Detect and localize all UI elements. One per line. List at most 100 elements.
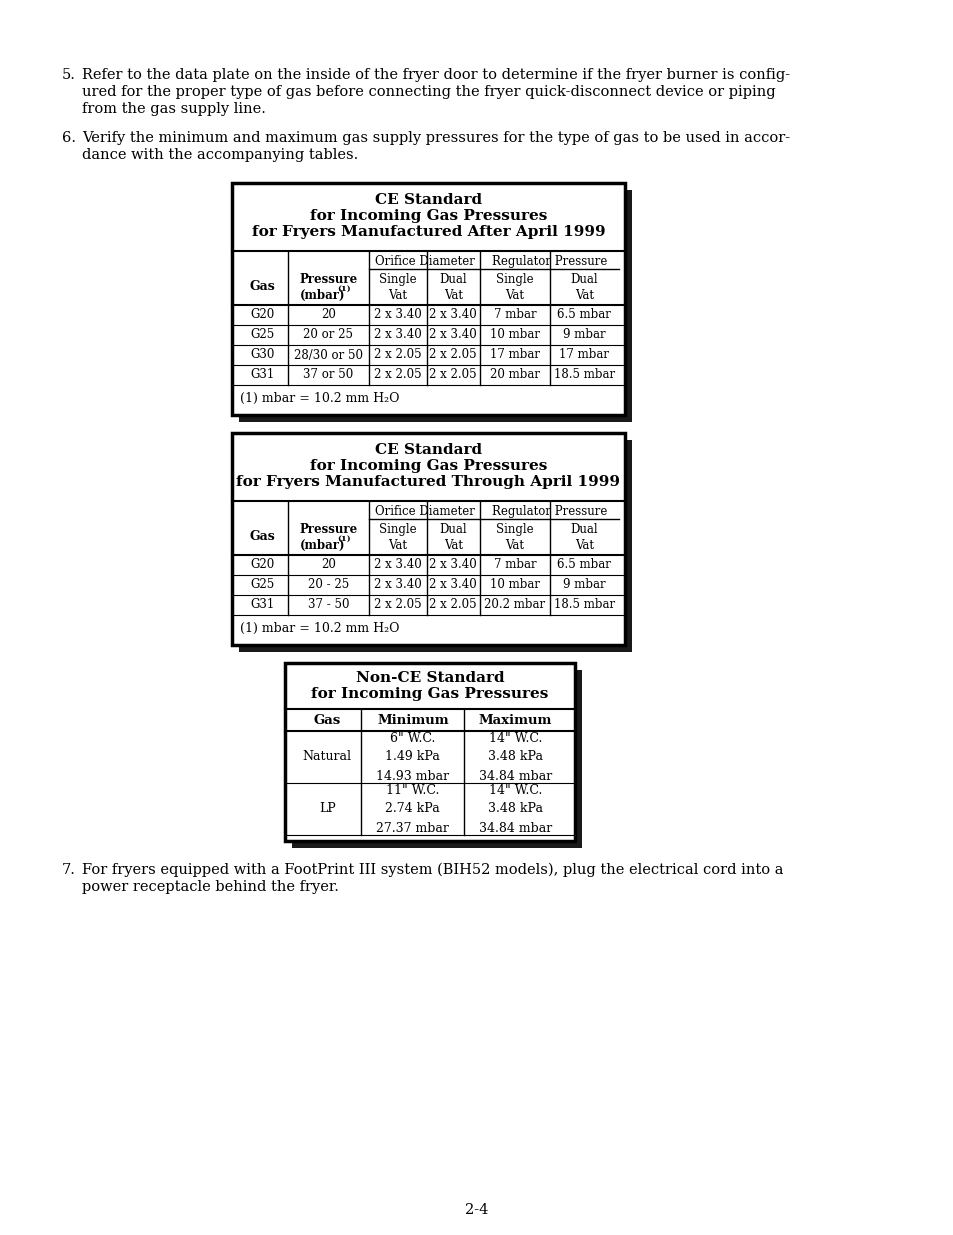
Text: 2 x 3.40: 2 x 3.40 [429,309,476,321]
Text: LP: LP [318,803,335,815]
Text: (1) mbar = 10.2 mm H₂O: (1) mbar = 10.2 mm H₂O [240,391,399,405]
Text: 14" W.C.
3.48 kPa
34.84 mbar: 14" W.C. 3.48 kPa 34.84 mbar [478,783,552,835]
Text: G31: G31 [251,368,274,382]
Text: 20 mbar: 20 mbar [489,368,539,382]
Text: 2 x 3.40: 2 x 3.40 [374,578,421,592]
Text: Vat: Vat [443,289,462,303]
Text: Regulator Pressure: Regulator Pressure [492,505,607,517]
Text: 17 mbar: 17 mbar [489,348,539,362]
Text: 17 mbar: 17 mbar [558,348,609,362]
Text: power receptacle behind the fryer.: power receptacle behind the fryer. [82,881,338,894]
Text: for Fryers Manufactured Through April 1999: for Fryers Manufactured Through April 19… [236,475,619,489]
Text: Dual: Dual [570,522,598,536]
Text: Vat: Vat [443,538,462,552]
Text: from the gas supply line.: from the gas supply line. [82,103,266,116]
Text: 2 x 3.40: 2 x 3.40 [429,578,476,592]
Text: Minimum: Minimum [376,714,448,726]
Text: Dual: Dual [439,522,467,536]
Text: G30: G30 [251,348,274,362]
Text: Vat: Vat [505,538,524,552]
Text: Orifice Diameter: Orifice Diameter [375,254,474,268]
Text: for Fryers Manufactured After April 1999: for Fryers Manufactured After April 1999 [252,225,604,240]
Text: 7 mbar: 7 mbar [493,558,536,572]
Text: Single: Single [378,522,416,536]
Text: For fryers equipped with a FootPrint III system (BIH52 models), plug the electri: For fryers equipped with a FootPrint III… [82,863,782,877]
Text: 5.: 5. [62,68,76,82]
Text: 9 mbar: 9 mbar [562,329,605,342]
Text: 10 mbar: 10 mbar [489,329,539,342]
Text: 28/30 or 50: 28/30 or 50 [294,348,362,362]
Text: Non-CE Standard: Non-CE Standard [355,671,504,685]
Text: 2 x 3.40: 2 x 3.40 [429,329,476,342]
Text: CE Standard: CE Standard [375,443,481,457]
Text: 2 x 3.40: 2 x 3.40 [429,558,476,572]
Text: Dual: Dual [439,273,467,287]
Text: Vat: Vat [574,538,593,552]
Text: (1): (1) [337,285,351,293]
Text: dance with the accompanying tables.: dance with the accompanying tables. [82,148,358,162]
Text: Vat: Vat [388,538,407,552]
Text: Single: Single [496,273,533,287]
Text: ured for the proper type of gas before connecting the fryer quick-disconnect dev: ured for the proper type of gas before c… [82,85,775,99]
Text: Single: Single [496,522,533,536]
Text: Pressure: Pressure [299,522,357,536]
Text: G20: G20 [251,309,274,321]
Text: 37 - 50: 37 - 50 [307,599,349,611]
Text: for Incoming Gas Pressures: for Incoming Gas Pressures [310,209,547,224]
Text: 6.5 mbar: 6.5 mbar [557,309,611,321]
Text: G25: G25 [251,329,274,342]
Text: 20.2 mbar: 20.2 mbar [484,599,545,611]
Text: (1) mbar = 10.2 mm H₂O: (1) mbar = 10.2 mm H₂O [240,622,399,635]
Text: CE Standard: CE Standard [375,193,481,207]
Text: Regulator Pressure: Regulator Pressure [492,254,607,268]
Text: 6.5 mbar: 6.5 mbar [557,558,611,572]
Text: Vat: Vat [388,289,407,303]
Text: 18.5 mbar: 18.5 mbar [553,599,614,611]
Bar [232,183,624,415]
Text: 2 x 2.05: 2 x 2.05 [429,599,476,611]
Text: G20: G20 [251,558,274,572]
Text: 6.: 6. [62,131,76,144]
Text: Maximum: Maximum [478,714,552,726]
Text: (1): (1) [337,535,351,543]
Bar [239,190,631,422]
Text: 2 x 3.40: 2 x 3.40 [374,309,421,321]
Text: 18.5 mbar: 18.5 mbar [553,368,614,382]
Text: 20 or 25: 20 or 25 [303,329,353,342]
Text: Dual: Dual [570,273,598,287]
Text: 7 mbar: 7 mbar [493,309,536,321]
Text: 2 x 3.40: 2 x 3.40 [374,329,421,342]
Text: 37 or 50: 37 or 50 [303,368,353,382]
Text: Pressure: Pressure [299,273,357,287]
Text: Vat: Vat [574,289,593,303]
Text: 20 - 25: 20 - 25 [307,578,349,592]
Text: 2 x 2.05: 2 x 2.05 [429,348,476,362]
Bar [292,671,581,848]
Text: 20: 20 [320,558,335,572]
Text: 2 x 2.05: 2 x 2.05 [374,368,421,382]
Text: 10 mbar: 10 mbar [489,578,539,592]
Text: (mbar): (mbar) [299,538,345,552]
Text: 2 x 3.40: 2 x 3.40 [374,558,421,572]
Text: 7.: 7. [62,863,76,877]
Text: for Incoming Gas Pressures: for Incoming Gas Pressures [311,687,548,701]
Text: Orifice Diameter: Orifice Diameter [375,505,474,517]
Bar [285,663,575,841]
Text: Gas: Gas [250,531,275,543]
Text: Vat: Vat [505,289,524,303]
Text: 2 x 2.05: 2 x 2.05 [429,368,476,382]
Text: Verify the minimum and maximum gas supply pressures for the type of gas to be us: Verify the minimum and maximum gas suppl… [82,131,789,144]
Text: 11" W.C.
2.74 kPa
27.37 mbar: 11" W.C. 2.74 kPa 27.37 mbar [376,783,449,835]
Text: 2 x 2.05: 2 x 2.05 [374,348,421,362]
Text: for Incoming Gas Pressures: for Incoming Gas Pressures [310,459,547,473]
Text: 6" W.C.
1.49 kPa
14.93 mbar: 6" W.C. 1.49 kPa 14.93 mbar [375,731,449,783]
Text: Natural: Natural [302,751,352,763]
Text: 2-4: 2-4 [465,1203,488,1216]
Text: 20: 20 [320,309,335,321]
Text: 14" W.C.
3.48 kPa
34.84 mbar: 14" W.C. 3.48 kPa 34.84 mbar [478,731,552,783]
Text: Single: Single [378,273,416,287]
Text: G25: G25 [251,578,274,592]
Text: Gas: Gas [314,714,340,726]
Bar [232,433,624,645]
Text: (mbar): (mbar) [299,289,345,303]
